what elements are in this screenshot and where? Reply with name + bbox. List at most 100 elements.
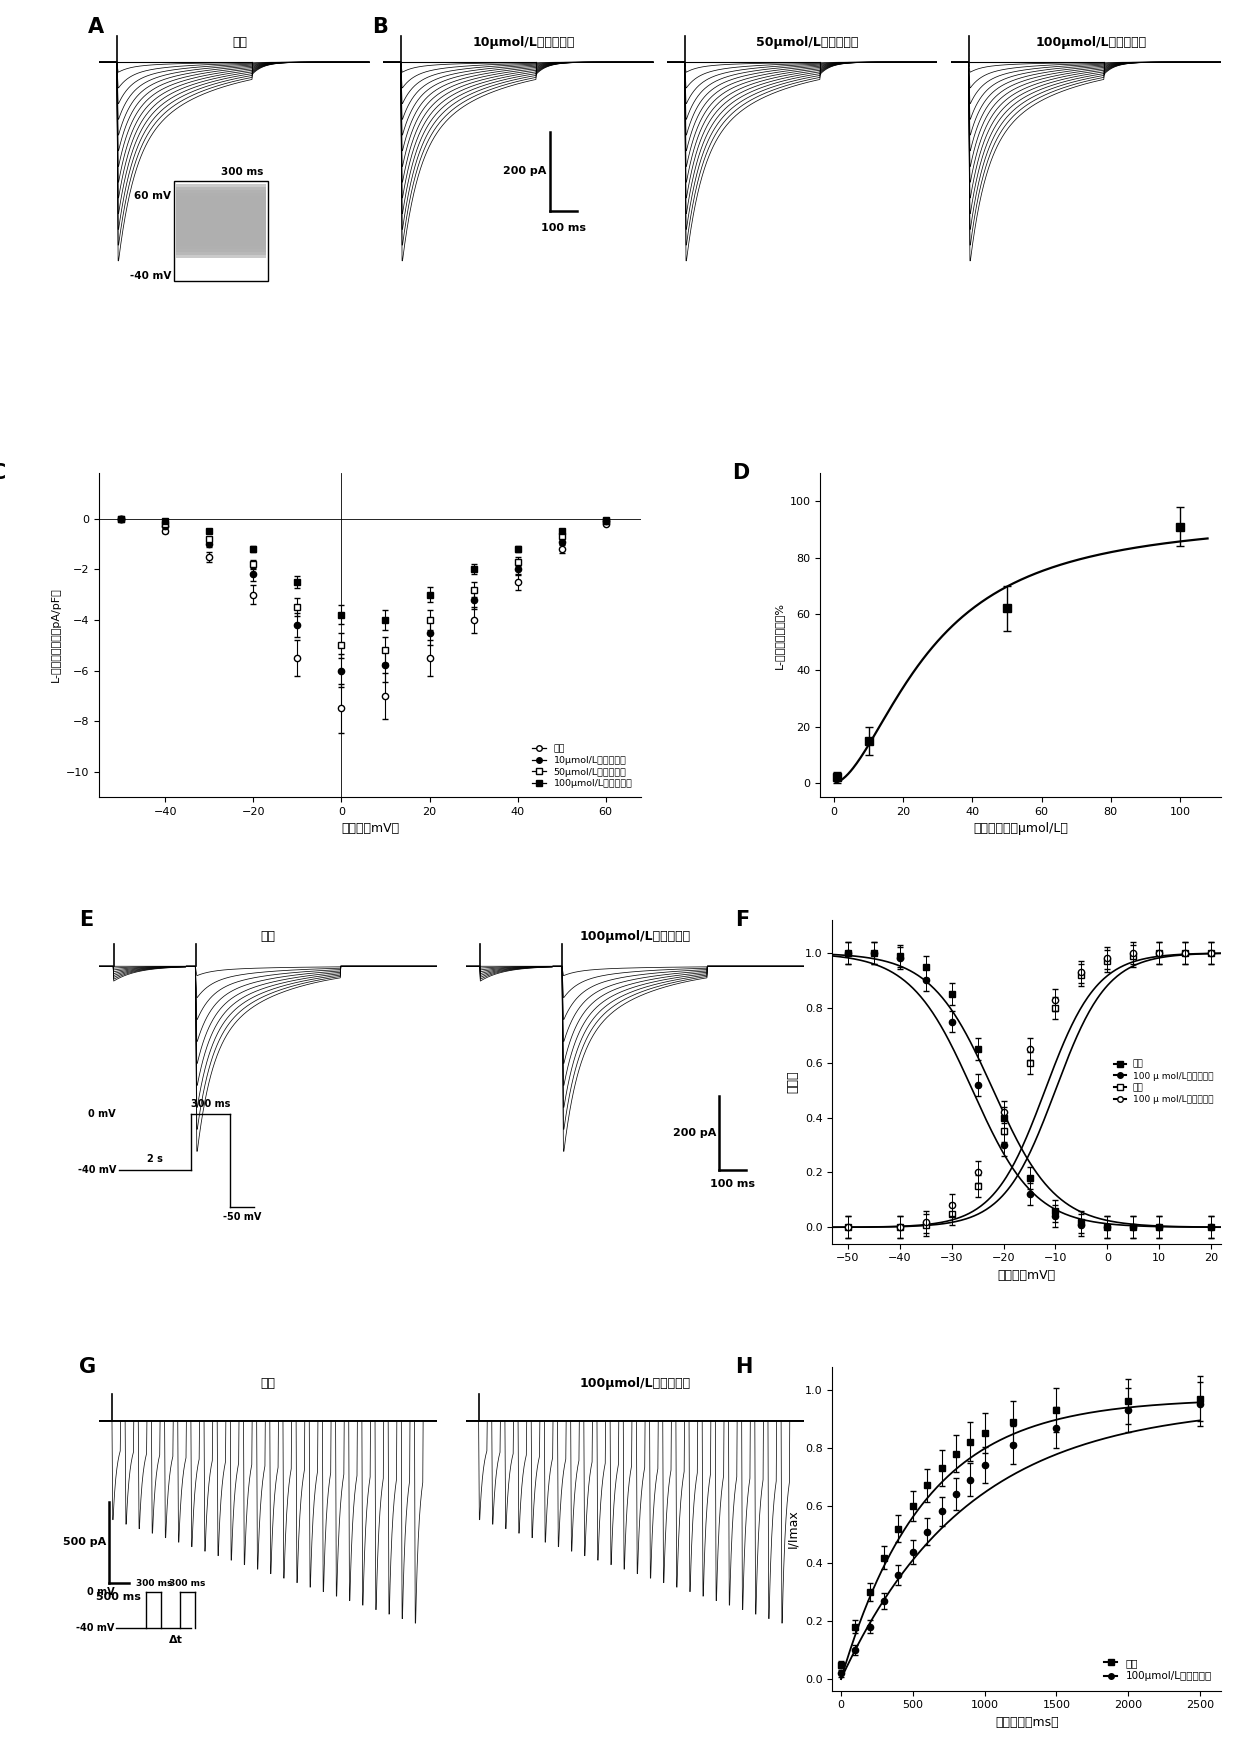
Legend: 对照, 10μmol/L鱼腾草素钔, 50μmol/L鱼腾草素钔, 100μmol/L鱼腾草素钔: 对照, 10μmol/L鱼腾草素钔, 50μmol/L鱼腾草素钔, 100μmo…	[528, 740, 636, 792]
100 μ mol/L鱼腾草素钔	[1204, 1217, 1219, 1238]
对照	[970, 1039, 985, 1060]
Bar	[176, 208, 265, 234]
对照	[1048, 1201, 1063, 1222]
Line: 对照: 对照	[844, 949, 1214, 1231]
Text: F: F	[735, 910, 749, 930]
X-axis label: 膜电压（mV）: 膜电压（mV）	[341, 822, 399, 835]
Text: -40 mV: -40 mV	[76, 1622, 114, 1632]
Bar	[176, 199, 265, 243]
Text: 100 ms: 100 ms	[541, 224, 587, 232]
对照	[841, 942, 856, 963]
对照	[1074, 965, 1089, 986]
Text: C: C	[0, 463, 6, 484]
Text: 100μmol/L鱼腾草素钔: 100μmol/L鱼腾草素钔	[579, 1377, 691, 1389]
Text: 50μmol/L鱼腾草素钔: 50μmol/L鱼腾草素钔	[756, 37, 859, 49]
100 μ mol/L鱼腾草素钔	[1204, 942, 1219, 963]
100 μ mol/L鱼腾草素钔	[1100, 1217, 1115, 1238]
Bar	[176, 204, 265, 238]
对照	[1048, 997, 1063, 1018]
Bar	[174, 181, 268, 280]
对照	[919, 1213, 934, 1234]
100 μ mol/L鱼腾草素钔	[893, 947, 908, 969]
Bar	[176, 203, 265, 241]
100 μ mol/L鱼腾草素钔	[970, 1162, 985, 1183]
对照	[1022, 1051, 1037, 1072]
100 μ mol/L鱼腾草素钔	[1022, 1183, 1037, 1205]
Y-axis label: 相对幅: 相对幅	[786, 1071, 800, 1094]
对照	[1022, 1168, 1037, 1189]
Text: 300 ms: 300 ms	[221, 167, 263, 178]
Legend: 对照, 100 μ mol/L鱼腾草素钔, 对照, 100 μ mol/L鱼腾草素钔: 对照, 100 μ mol/L鱼腾草素钔, 对照, 100 μ mol/L鱼腾草…	[1110, 1057, 1216, 1108]
对照	[1074, 1212, 1089, 1233]
Text: 200 pA: 200 pA	[673, 1127, 717, 1138]
100 μ mol/L鱼腾草素钔	[1126, 1217, 1141, 1238]
Text: 10μmol/L鱼腾草素钔: 10μmol/L鱼腾草素钔	[472, 37, 575, 49]
Text: Δt: Δt	[170, 1634, 184, 1645]
对照	[919, 956, 934, 977]
Bar	[176, 185, 265, 257]
对照	[1126, 1217, 1141, 1238]
Bar	[176, 190, 265, 252]
对照	[945, 1203, 960, 1224]
Text: -40 mV: -40 mV	[130, 271, 171, 280]
Line: 对照: 对照	[844, 949, 1214, 1231]
Text: 200 pA: 200 pA	[503, 166, 547, 176]
对照	[1126, 946, 1141, 967]
X-axis label: 膜电压（mV）: 膜电压（mV）	[998, 1270, 1056, 1282]
Text: H: H	[735, 1358, 753, 1377]
100 μ mol/L鱼腾草素钔	[893, 1217, 908, 1238]
Bar	[176, 195, 265, 247]
对照	[996, 1108, 1011, 1129]
Legend: 对照, 100μmol/L鱼腾草素钔: 对照, 100μmol/L鱼腾草素钔	[1100, 1654, 1216, 1685]
对照	[867, 942, 882, 963]
Bar	[176, 218, 265, 224]
Text: B: B	[372, 16, 388, 37]
100 μ mol/L鱼腾草素钔	[1126, 942, 1141, 963]
100 μ mol/L鱼腾草素钔	[945, 1011, 960, 1032]
Bar	[176, 210, 265, 232]
对照	[970, 1176, 985, 1197]
100 μ mol/L鱼腾草素钔	[1048, 990, 1063, 1011]
100 μ mol/L鱼腾草素钔	[1074, 1213, 1089, 1234]
100 μ mol/L鱼腾草素钔	[1074, 962, 1089, 983]
Bar	[176, 217, 265, 225]
Text: -50 mV: -50 mV	[222, 1212, 260, 1222]
100 μ mol/L鱼腾草素钔	[1178, 942, 1193, 963]
Text: 300 ms: 300 ms	[170, 1580, 206, 1588]
Line: 100 μ mol/L鱼腾草素钔: 100 μ mol/L鱼腾草素钔	[844, 949, 1214, 1231]
Text: -40 mV: -40 mV	[78, 1164, 117, 1175]
Text: 2 s: 2 s	[146, 1153, 162, 1164]
100 μ mol/L鱼腾草素钔	[1022, 1039, 1037, 1060]
Text: 60 mV: 60 mV	[134, 192, 171, 201]
对照	[1204, 942, 1219, 963]
100 μ mol/L鱼腾草素钔	[841, 942, 856, 963]
100 μ mol/L鱼腾草素钔	[841, 1217, 856, 1238]
Text: 对照: 对照	[232, 37, 247, 49]
Text: 300 ms: 300 ms	[191, 1099, 229, 1109]
Y-axis label: I/Imax: I/Imax	[786, 1509, 800, 1548]
100 μ mol/L鱼腾草素钔	[1152, 942, 1167, 963]
100 μ mol/L鱼腾草素钔	[1048, 1206, 1063, 1227]
对照	[841, 1217, 856, 1238]
Text: 500 ms: 500 ms	[97, 1592, 141, 1603]
100 μ mol/L鱼腾草素钔	[867, 942, 882, 963]
X-axis label: 时间间隔（ms）: 时间间隔（ms）	[996, 1715, 1059, 1729]
X-axis label: 鱼腾草素钔（μmol/L）: 鱼腾草素钔（μmol/L）	[973, 822, 1068, 835]
100 μ mol/L鱼腾草素钔	[945, 1194, 960, 1215]
Text: A: A	[88, 16, 104, 37]
对照	[1100, 951, 1115, 972]
对照	[1152, 942, 1167, 963]
Text: 100 ms: 100 ms	[711, 1180, 755, 1189]
Text: D: D	[732, 463, 749, 484]
Line: 100 μ mol/L鱼腾草素钔: 100 μ mol/L鱼腾草素钔	[844, 949, 1214, 1231]
100 μ mol/L鱼腾草素钔	[996, 1101, 1011, 1122]
对照	[893, 1217, 908, 1238]
100 μ mol/L鱼腾草素钔	[970, 1074, 985, 1095]
100 μ mol/L鱼腾草素钔	[1100, 947, 1115, 969]
100 μ mol/L鱼腾草素钔	[919, 970, 934, 991]
Text: 0 mV: 0 mV	[87, 1587, 114, 1597]
Text: 100μmol/L鱼腾草素钔: 100μmol/L鱼腾草素钔	[1037, 37, 1147, 49]
对照	[1178, 942, 1193, 963]
Text: 500 pA: 500 pA	[63, 1537, 107, 1548]
Text: 0 mV: 0 mV	[88, 1109, 117, 1120]
